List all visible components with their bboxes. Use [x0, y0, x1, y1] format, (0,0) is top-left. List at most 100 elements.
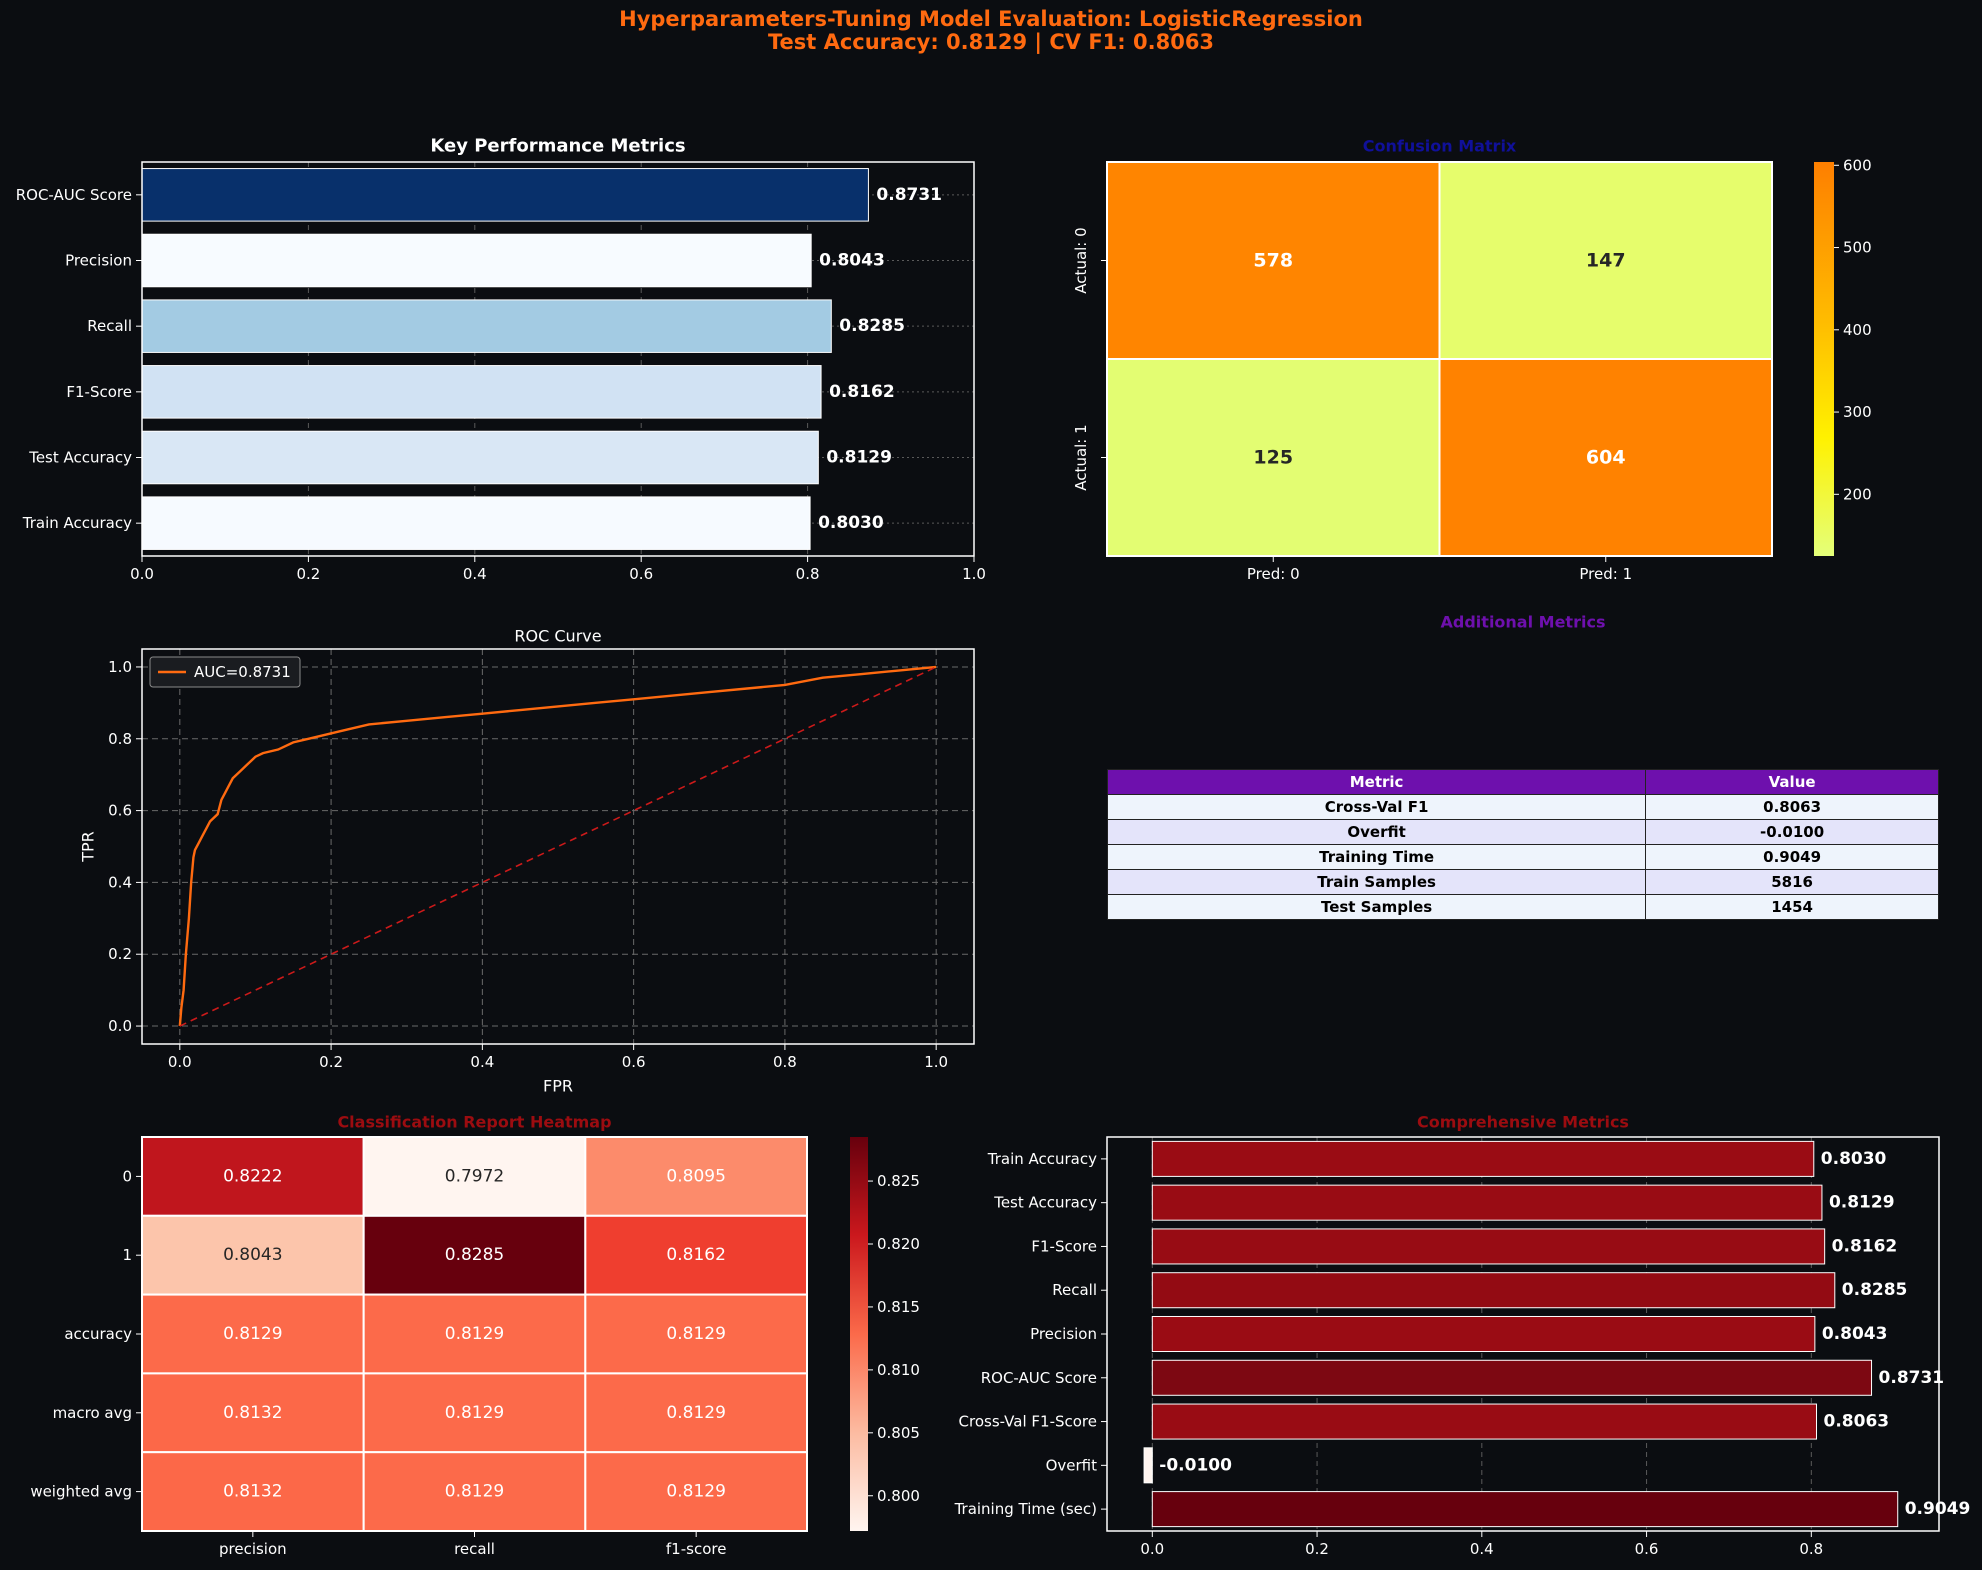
key-metrics-bar-label: 0.8043 — [819, 251, 885, 271]
report-cell-value: 0.8043 — [223, 1245, 282, 1265]
comprehensive-xtick-label: 0.6 — [1635, 1540, 1659, 1558]
table-cell: 1454 — [1646, 895, 1939, 920]
confusion-colorbar — [1814, 162, 1834, 556]
comprehensive-bar — [1152, 1273, 1834, 1308]
comprehensive-bar-label: 0.9049 — [1905, 1499, 1971, 1519]
report-cell-value: 0.7972 — [445, 1166, 504, 1186]
key-metrics-ytick-label: Precision — [65, 252, 132, 270]
comprehensive-ytick-label: Train Accuracy — [987, 1150, 1097, 1168]
key-metrics-ytick-label: ROC-AUC Score — [16, 186, 132, 204]
roc-ylabel: TPR — [79, 831, 98, 863]
comprehensive-ytick-label: Recall — [1052, 1281, 1097, 1299]
key-metrics-ytick-label: F1-Score — [66, 383, 132, 401]
comprehensive-bar — [1152, 1316, 1815, 1351]
report-colorbar-tick-label: 0.815 — [877, 1298, 920, 1316]
key-metrics-xtick-label: 1.0 — [962, 565, 986, 583]
roc-xtick-label: 0.4 — [470, 1053, 494, 1071]
key-metrics-bar — [142, 300, 831, 353]
table-row: Test Samples 1454 — [1108, 895, 1939, 920]
report-cell-value: 0.8222 — [223, 1166, 282, 1186]
report-title: Classification Report Heatmap — [337, 1113, 611, 1132]
report-cell-value: 0.8129 — [445, 1324, 504, 1344]
key-metrics-ytick-label: Test Accuracy — [28, 449, 132, 467]
table-header-cell: Metric — [1108, 770, 1646, 795]
roc-ytick-label: 0.2 — [108, 945, 132, 963]
roc-xtick-label: 0.0 — [168, 1053, 192, 1071]
key-metrics-ytick-label: Recall — [87, 317, 132, 335]
comprehensive-ytick-label: Training Time (sec) — [954, 1500, 1097, 1518]
confusion-colorbar-tick-label: 300 — [1843, 403, 1872, 421]
report-col-label: f1-score — [666, 1540, 727, 1558]
comprehensive-bar — [1152, 1492, 1897, 1527]
key-metrics-bar — [142, 497, 810, 550]
key-metrics-xtick-label: 0.4 — [463, 565, 487, 583]
roc-ytick-label: 0.0 — [108, 1017, 132, 1035]
report-colorbar — [850, 1137, 868, 1531]
confusion-colorbar-tick-label: 500 — [1843, 239, 1872, 257]
report-cell-value: 0.8129 — [445, 1403, 504, 1423]
comprehensive-bar-label: 0.8030 — [1821, 1149, 1887, 1169]
comprehensive-xtick-label: 0.8 — [1799, 1540, 1823, 1558]
report-col-label: precision — [219, 1540, 287, 1558]
confusion-colorbar-tick-label: 200 — [1843, 485, 1872, 503]
report-cell-value: 0.8129 — [223, 1324, 282, 1344]
key-metrics-bar-label: 0.8030 — [818, 513, 884, 533]
confusion-cell-value: 604 — [1586, 447, 1626, 469]
confusion-title: Confusion Matrix — [1363, 137, 1517, 156]
table-cell: Training Time — [1108, 845, 1646, 870]
report-cell-value: 0.8132 — [223, 1403, 282, 1423]
key-metrics-ytick-label: Train Accuracy — [22, 514, 132, 532]
comprehensive-bar-label: -0.0100 — [1159, 1455, 1232, 1475]
report-colorbar-tick-label: 0.800 — [877, 1487, 920, 1505]
report-row-label: weighted avg — [30, 1483, 132, 1501]
roc-xtick-label: 0.8 — [773, 1053, 797, 1071]
key-metrics-title: Key Performance Metrics — [430, 136, 685, 157]
table-cell: Test Samples — [1108, 895, 1646, 920]
key-metrics-bar — [142, 234, 811, 287]
confusion-cell-value: 578 — [1253, 250, 1293, 272]
table-cell: 5816 — [1646, 870, 1939, 895]
table-cell: Train Samples — [1108, 870, 1646, 895]
comprehensive-bar-label: 0.8043 — [1822, 1324, 1888, 1344]
table-row: Train Samples 5816 — [1108, 870, 1939, 895]
comprehensive-title: Comprehensive Metrics — [1417, 1113, 1629, 1132]
comprehensive-ytick-label: Precision — [1030, 1325, 1097, 1343]
report-colorbar-tick-label: 0.805 — [877, 1424, 920, 1442]
confusion-row-label: Actual: 1 — [1072, 424, 1090, 490]
table-cell: 0.9049 — [1646, 845, 1939, 870]
confusion-col-label: Pred: 1 — [1579, 565, 1632, 583]
report-cell-value: 0.8132 — [223, 1482, 282, 1502]
confusion-colorbar-tick-label: 400 — [1843, 321, 1872, 339]
confusion-row-label: Actual: 0 — [1072, 227, 1090, 293]
report-cell-value: 0.8162 — [666, 1245, 725, 1265]
table-header-cell: Value — [1646, 770, 1939, 795]
comprehensive-ytick-label: F1-Score — [1031, 1237, 1097, 1255]
additional-metrics-table: Metric Value Cross-Val F1 0.8063 Overfit -0.… — [1107, 769, 1939, 920]
roc-ytick-label: 0.8 — [108, 730, 132, 748]
key-metrics-xtick-label: 0.8 — [796, 565, 820, 583]
comprehensive-bar-label: 0.8731 — [1879, 1368, 1945, 1388]
comprehensive-ytick-label: ROC-AUC Score — [981, 1369, 1097, 1387]
key-metrics-bar — [142, 169, 868, 222]
table-cell: Overfit — [1108, 820, 1646, 845]
key-metrics-xtick-label: 0.2 — [296, 565, 320, 583]
comprehensive-ytick-label: Test Accuracy — [993, 1194, 1097, 1212]
additional-metrics-title: Additional Metrics — [1441, 613, 1606, 632]
report-cell-value: 0.8129 — [666, 1403, 725, 1423]
roc-ytick-label: 0.4 — [108, 873, 132, 891]
report-row-label: macro avg — [53, 1404, 132, 1422]
table-cell: Cross-Val F1 — [1108, 795, 1646, 820]
report-row-label: 1 — [122, 1246, 132, 1264]
key-metrics-xtick-label: 0.6 — [629, 565, 653, 583]
table-cell: 0.8063 — [1646, 795, 1939, 820]
report-cell-value: 0.8095 — [666, 1166, 725, 1186]
report-colorbar-tick-label: 0.820 — [877, 1235, 920, 1253]
report-col-label: recall — [454, 1540, 495, 1558]
key-metrics-bar — [142, 366, 821, 419]
confusion-cell-value: 125 — [1253, 447, 1293, 469]
comprehensive-bar-label: 0.8285 — [1842, 1280, 1908, 1300]
table-row: Cross-Val F1 0.8063 — [1108, 795, 1939, 820]
key-metrics-xtick-label: 0.0 — [130, 565, 154, 583]
key-metrics-bar-label: 0.8285 — [839, 316, 905, 336]
report-cell-value: 0.8129 — [666, 1324, 725, 1344]
